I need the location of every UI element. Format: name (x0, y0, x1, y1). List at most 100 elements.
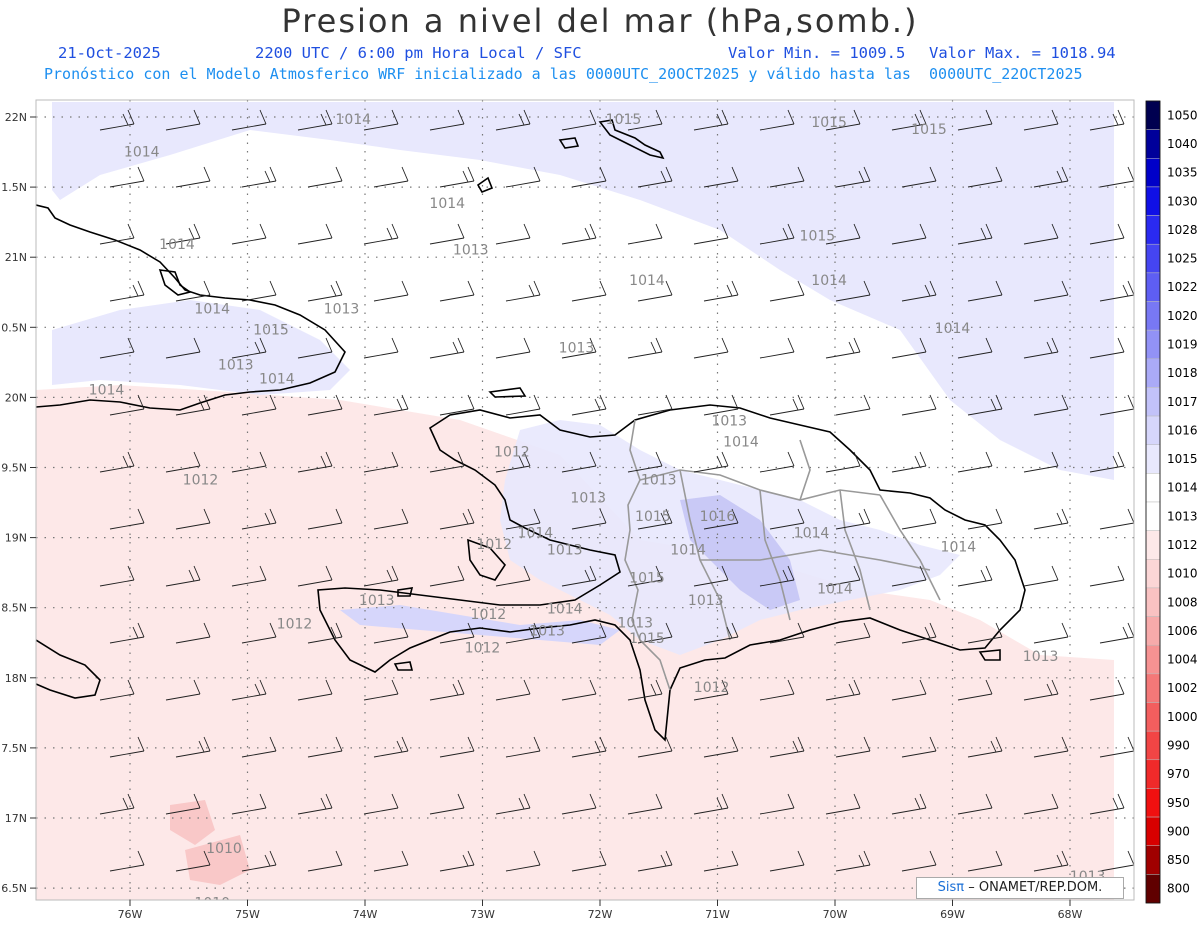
wind-barb (769, 850, 805, 872)
colorbar-swatch (1145, 100, 1161, 130)
wind-barb (505, 736, 541, 758)
colorbar-label: 1016 (1167, 423, 1198, 437)
lat-tick-label: 20N (5, 391, 27, 404)
wind-barb (561, 679, 597, 701)
wind-barb (1099, 736, 1134, 758)
wind-barb (307, 736, 343, 758)
wind-barb (759, 109, 795, 131)
wind-barb (175, 280, 211, 302)
wind-barb (637, 394, 673, 416)
wind-barb (109, 622, 145, 644)
wind-barb (835, 622, 871, 644)
wind-barb (967, 280, 1003, 302)
colorbar-label: 970 (1167, 767, 1190, 781)
contour-label: 1012 (277, 617, 313, 633)
wind-barb (241, 622, 277, 644)
colorbar-swatch (1145, 158, 1161, 188)
wind-barb (769, 622, 805, 644)
contour-label: 1014 (811, 273, 847, 289)
wind-barb (901, 166, 937, 188)
colorbar-label: 1035 (1167, 166, 1198, 180)
contour-label: 1012 (465, 641, 501, 657)
wind-barb (439, 850, 475, 872)
colorbar-label: 850 (1167, 853, 1190, 867)
contour-label: 1014 (89, 383, 125, 399)
wind-barb (373, 394, 409, 416)
contour-label: 1014 (429, 196, 465, 212)
wind-barb (165, 565, 201, 587)
wind-barb (1033, 850, 1069, 872)
wind-barb (231, 109, 267, 131)
wind-barb (373, 280, 409, 302)
contour-label: 1013 (453, 242, 489, 258)
wind-barb (363, 451, 399, 473)
colorbar-swatch (1145, 387, 1161, 417)
wind-barb (297, 451, 333, 473)
wind-barb (901, 394, 937, 416)
wind-barb (769, 736, 805, 758)
wind-barb (429, 679, 465, 701)
wind-barb (967, 736, 1003, 758)
wind-barb (231, 223, 267, 245)
wind-barb (307, 166, 343, 188)
colorbar-label: 1010 (1167, 567, 1198, 581)
wind-barb (307, 280, 343, 302)
wind-barb (495, 565, 531, 587)
wind-barb (1089, 565, 1125, 587)
wind-barb (495, 223, 531, 245)
colorbar-label: 1019 (1167, 337, 1198, 351)
wind-barb (495, 337, 531, 359)
wind-barb (1023, 223, 1059, 245)
wind-barb (693, 451, 729, 473)
contour-label: 1013 (559, 341, 595, 357)
colorbar-label: 1000 (1167, 710, 1198, 724)
lon-tick-label: 72W (588, 908, 613, 921)
contour-label: 1014 (794, 526, 830, 542)
wind-barb (363, 223, 399, 245)
wind-barb (99, 337, 135, 359)
wind-barb (165, 451, 201, 473)
wind-barb (967, 850, 1003, 872)
province-border (700, 549, 931, 571)
colorbar-label: 1008 (1167, 595, 1198, 609)
wind-barb (429, 451, 465, 473)
wind-barb (165, 109, 201, 131)
colorbar-swatch (1145, 730, 1161, 761)
wind-barb (1033, 166, 1069, 188)
gonave-coast (467, 538, 507, 581)
contour-label: 1013 (529, 624, 565, 640)
colorbar-label: 1012 (1167, 538, 1198, 552)
colorbar-label: 1014 (1167, 481, 1198, 495)
wind-barb (429, 337, 465, 359)
wind-barb (891, 451, 927, 473)
contour-label: 1014 (547, 601, 583, 617)
wind-barb (957, 451, 993, 473)
contour-label: 1010 (206, 841, 242, 857)
wind-barb (231, 565, 267, 587)
wind-barb (967, 166, 1003, 188)
wind-barb (373, 736, 409, 758)
colorbar-label: 1013 (1167, 509, 1198, 523)
wind-barbs (99, 109, 1134, 872)
contour-label: 1015 (253, 322, 289, 338)
wind-barb (1099, 394, 1134, 416)
wind-barb (231, 337, 267, 359)
wind-barb (1099, 166, 1134, 188)
wind-barb (1089, 451, 1125, 473)
wind-barb (561, 223, 597, 245)
wind-barb (373, 622, 409, 644)
wind-barb (307, 508, 343, 530)
wind-barb (99, 793, 135, 815)
wind-barb (165, 793, 201, 815)
wind-barb (571, 280, 607, 302)
wind-barb (1023, 565, 1059, 587)
lat-tick-label: 7.5N (1, 742, 27, 755)
wind-barb (957, 679, 993, 701)
colorbar-swatch (1145, 616, 1161, 646)
contour-label: 1015 (800, 228, 836, 244)
contour-label: 1013 (359, 593, 395, 609)
wind-barb (1089, 337, 1125, 359)
wind-barb (175, 166, 211, 188)
wind-barb (703, 850, 739, 872)
